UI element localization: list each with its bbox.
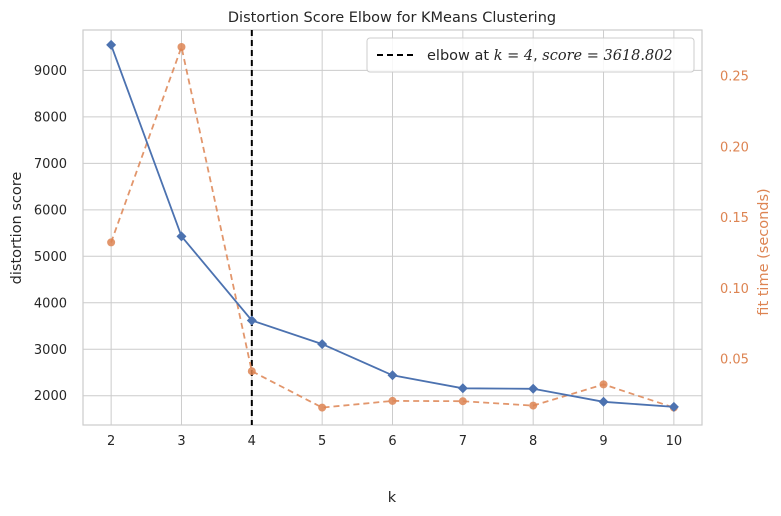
legend-box xyxy=(366,37,695,73)
distortion-point xyxy=(246,315,257,326)
y-tick-label: 8000 xyxy=(34,110,67,125)
y-tick-labels: 2000 3000 4000 5000 6000 7000 8000 9000 xyxy=(34,64,67,404)
fit-time-point xyxy=(599,380,608,389)
x-tick-label: 2 xyxy=(107,434,115,449)
x-axis-label: k xyxy=(388,490,397,506)
x-tick-labels: 2 3 4 5 6 7 8 9 10 xyxy=(107,434,682,449)
distortion-point xyxy=(387,370,398,381)
y-tick-label: 4000 xyxy=(34,296,67,311)
x-tick-label: 4 xyxy=(248,434,256,449)
y-right-tick-label: 0.10 xyxy=(720,282,749,297)
legend-prefix: elbow at xyxy=(427,48,494,64)
y-right-tick-label: 0.15 xyxy=(720,211,749,226)
x-tick-label: 6 xyxy=(388,434,396,449)
y-right-tick-label: 0.05 xyxy=(720,353,749,368)
y-right-tick-label: 0.25 xyxy=(720,70,749,85)
distortion-point xyxy=(528,383,539,394)
x-tick-label: 10 xyxy=(666,434,683,449)
x-tick-label: 7 xyxy=(459,434,467,449)
legend-elbow-label: elbow at k = 4, score = 3618.802 xyxy=(427,48,673,64)
y-tick-label: 2000 xyxy=(34,389,67,404)
legend-sep: , xyxy=(533,48,542,64)
x-tick-label: 8 xyxy=(529,434,537,449)
fit-time-point xyxy=(529,401,538,410)
grid-lines xyxy=(83,30,702,425)
y-tick-label: 3000 xyxy=(34,343,67,358)
legend: elbow at k = 4, score = 3618.802 xyxy=(366,37,695,73)
fit-time-point xyxy=(107,238,116,247)
distortion-point xyxy=(457,383,468,394)
fit-time-point xyxy=(177,42,186,51)
series-layer xyxy=(106,39,679,412)
distortion-point xyxy=(176,231,187,242)
y-right-axis-label: fit time (seconds) xyxy=(756,188,772,315)
distortion-point xyxy=(106,39,117,50)
x-tick-label: 9 xyxy=(599,434,607,449)
fit-time-point xyxy=(247,367,256,376)
distortion-point xyxy=(668,401,679,412)
y-axis-label: distortion score xyxy=(9,172,25,285)
distortion-point xyxy=(317,339,328,350)
x-tick-label: 3 xyxy=(177,434,185,449)
y-right-tick-labels: 0.05 0.10 0.15 0.20 0.25 xyxy=(720,70,749,368)
chart-title: Distortion Score Elbow for KMeans Cluste… xyxy=(228,10,556,26)
fit-time-point xyxy=(318,403,327,412)
legend-score: score = 3618.802 xyxy=(542,48,672,64)
y-tick-label: 6000 xyxy=(34,203,67,218)
y-tick-label: 7000 xyxy=(34,157,67,172)
y-tick-label: 9000 xyxy=(34,64,67,79)
y-right-tick-label: 0.20 xyxy=(720,140,749,155)
distortion-point xyxy=(598,396,609,407)
legend-k: k = 4 xyxy=(494,48,533,64)
x-tick-label: 5 xyxy=(318,434,326,449)
fit-time-point xyxy=(458,397,467,406)
y-tick-label: 5000 xyxy=(34,250,67,265)
fit-time-point xyxy=(388,396,397,405)
